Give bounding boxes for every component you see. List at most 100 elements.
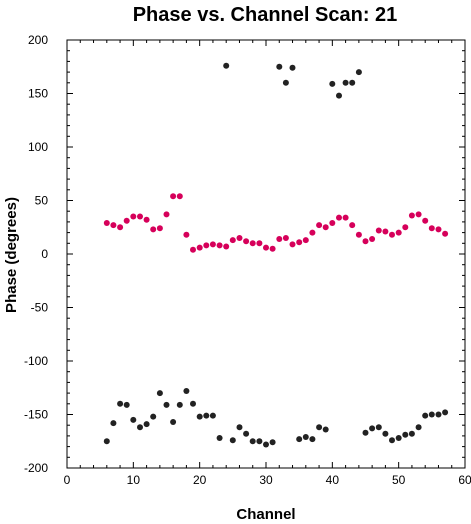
data-point-series-1 — [282, 235, 289, 241]
data-points — [103, 62, 449, 448]
data-point-series-1 — [382, 228, 389, 235]
data-point-series-1 — [302, 237, 309, 244]
data-point-series-1 — [110, 222, 117, 229]
data-point-series-1 — [395, 229, 402, 236]
y-tick-label: 50 — [35, 194, 49, 208]
data-point-series-1 — [289, 241, 296, 248]
data-point-series-1 — [249, 240, 256, 247]
y-tick-label: 100 — [28, 140, 48, 154]
data-point-series-1 — [408, 212, 415, 219]
data-point-series-2 — [316, 424, 323, 431]
data-point-series-1 — [309, 229, 316, 236]
data-point-series-2 — [156, 390, 163, 397]
data-point-series-1 — [389, 231, 395, 238]
data-point-series-2 — [263, 441, 269, 448]
data-point-series-2 — [249, 438, 256, 445]
data-point-series-2 — [336, 92, 342, 99]
data-point-series-2 — [203, 412, 210, 419]
data-point-series-1 — [256, 240, 263, 247]
data-point-series-2 — [117, 400, 124, 407]
data-point-series-1 — [276, 236, 283, 242]
data-point-series-1 — [223, 243, 230, 250]
data-point-series-2 — [123, 401, 130, 408]
data-point-series-2 — [269, 439, 276, 446]
data-point-series-2 — [402, 431, 409, 438]
data-point-series-2 — [110, 420, 117, 427]
data-point-series-1 — [103, 220, 110, 226]
x-axis-label: Channel — [236, 506, 295, 523]
data-point-series-2 — [223, 62, 230, 69]
data-point-series-2 — [322, 426, 329, 433]
data-point-series-2 — [355, 69, 362, 76]
data-point-series-2 — [415, 424, 422, 431]
data-point-series-2 — [256, 438, 263, 445]
data-point-series-2 — [236, 424, 243, 431]
data-point-series-1 — [269, 245, 276, 252]
data-point-series-1 — [402, 224, 409, 231]
data-point-series-1 — [236, 235, 243, 241]
y-tick-label: 150 — [28, 87, 48, 101]
data-point-series-2 — [422, 412, 429, 419]
data-point-series-2 — [183, 388, 190, 394]
data-point-series-1 — [355, 231, 362, 238]
data-point-series-1 — [229, 237, 236, 244]
data-point-series-1 — [216, 242, 223, 249]
data-point-series-2 — [342, 79, 349, 86]
data-point-series-2 — [369, 425, 376, 432]
data-point-series-1 — [329, 220, 336, 226]
data-point-series-2 — [276, 63, 283, 70]
data-point-series-1 — [336, 214, 342, 221]
data-point-series-1 — [209, 241, 216, 248]
data-point-series-2 — [389, 437, 395, 444]
data-point-series-1 — [123, 217, 130, 224]
data-point-series-1 — [322, 224, 329, 231]
x-tick-label: 10 — [127, 473, 141, 487]
data-point-series-2 — [143, 421, 150, 428]
data-point-series-1 — [316, 222, 323, 229]
data-point-series-2 — [163, 401, 170, 408]
data-point-series-2 — [395, 435, 402, 441]
y-tick-label: 0 — [41, 247, 48, 261]
y-tick-label: -150 — [24, 408, 48, 422]
data-point-series-1 — [369, 236, 376, 242]
data-point-series-2 — [362, 429, 369, 436]
data-point-series-2 — [329, 80, 336, 87]
y-tick-label: -50 — [31, 301, 49, 315]
data-point-series-1 — [163, 211, 170, 218]
data-point-series-2 — [209, 412, 216, 419]
data-point-series-1 — [342, 214, 349, 221]
y-tick-label: -200 — [24, 461, 48, 475]
data-point-series-2 — [442, 409, 449, 416]
data-point-series-1 — [117, 224, 124, 231]
data-point-series-2 — [309, 436, 316, 443]
data-point-series-1 — [422, 217, 429, 224]
data-point-series-1 — [263, 244, 269, 251]
data-point-series-1 — [362, 238, 369, 245]
data-point-series-1 — [196, 244, 203, 251]
data-point-series-1 — [296, 239, 303, 246]
x-tick-label: 20 — [193, 473, 207, 487]
data-point-series-1 — [349, 222, 356, 229]
y-axis-label: Phase (degrees) — [3, 197, 20, 313]
y-tick-label: 200 — [28, 33, 48, 47]
y-tick-label: -100 — [24, 354, 48, 368]
data-point-series-2 — [103, 438, 110, 445]
data-point-series-2 — [282, 79, 289, 86]
data-point-series-2 — [435, 411, 442, 418]
data-point-series-1 — [156, 225, 163, 232]
data-point-series-1 — [375, 227, 382, 234]
data-point-series-2 — [243, 430, 250, 437]
data-point-series-1 — [435, 226, 442, 233]
data-point-series-2 — [196, 413, 203, 420]
data-point-series-2 — [176, 401, 183, 408]
data-point-series-2 — [289, 64, 296, 71]
data-point-series-2 — [137, 424, 143, 431]
axis-ticks: 0 10 20 30 40 50 60 -200 -150 -100 -50 0 50 100 150 200 — [24, 33, 471, 487]
data-point-series-2 — [216, 435, 223, 441]
data-point-series-2 — [296, 436, 303, 443]
data-point-series-1 — [137, 213, 143, 220]
data-point-series-1 — [176, 193, 183, 200]
x-tick-label: 30 — [259, 473, 273, 487]
